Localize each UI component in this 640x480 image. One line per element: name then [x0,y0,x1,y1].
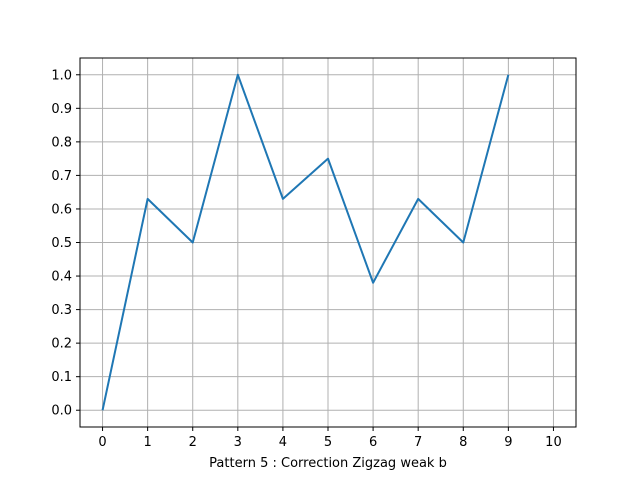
y-tick-label: 0.8 [51,135,72,150]
y-tick-label: 0.3 [51,303,72,318]
series-line [101,73,510,411]
y-tick-label: 1.0 [51,68,72,83]
x-tick-label: 0 [98,435,106,450]
x-tick-label: 10 [545,435,562,450]
x-tick-label: 4 [279,435,287,450]
x-axis-label: Pattern 5 : Correction Zigzag weak b [209,456,447,471]
x-tick-label: 7 [414,435,422,450]
y-tick-label: 0.6 [51,202,72,217]
y-tick-label: 0.0 [51,404,72,419]
x-tick-label: 3 [234,435,242,450]
x-tick-label: 6 [369,435,377,450]
y-tick-label: 0.9 [51,102,72,117]
axis-ticks: 0 1 2 3 4 5 6 7 8 9 10 0.0 0.1 0.2 0.3 0.4 0.5 0.6 0.7 0.8 0… [51,68,561,450]
y-tick-label: 0.4 [51,270,72,285]
y-tick-label: 0.2 [51,337,72,352]
y-tick-label: 0.1 [51,370,72,385]
x-tick-label: 1 [143,435,151,450]
grid [80,58,576,427]
x-tick-label: 9 [504,435,512,450]
x-tick-label: 2 [189,435,197,450]
y-tick-label: 0.5 [51,236,72,251]
y-tick-label: 0.7 [51,169,72,184]
series-layer [101,73,510,411]
x-tick-label: 5 [324,435,332,450]
x-tick-label: 8 [459,435,467,450]
